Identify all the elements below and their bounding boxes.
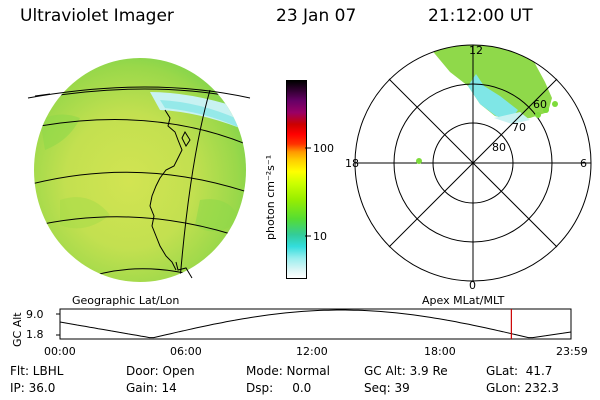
altitude-curve — [59, 309, 572, 339]
altitude-tick-1-8: 1.8 — [26, 328, 44, 341]
time-tick-0600: 06:00 — [170, 345, 202, 358]
info-mode: Mode: Normal — [246, 364, 330, 378]
geographic-label: Geographic Lat/Lon — [72, 294, 180, 307]
date-label: 23 Jan 07 — [276, 6, 357, 26]
info-gain: Gain: 14 — [126, 381, 177, 395]
mlt-label-12: 12 — [469, 44, 483, 57]
mlat-label-70: 70 — [512, 121, 526, 134]
mlt-label-0: 0 — [469, 279, 476, 292]
earth-disk — [27, 58, 251, 282]
info-ip: IP: 36.0 — [10, 381, 56, 395]
time-label: 21:12:00 UT — [428, 6, 533, 26]
time-tick-0000: 00:00 — [44, 345, 76, 358]
colorbar — [286, 80, 307, 279]
info-door: Door: Open — [126, 364, 195, 378]
info-filter: Flt: LBHL — [10, 364, 64, 378]
mlat-label-60: 60 — [533, 98, 547, 111]
mlat-label-80: 80 — [492, 141, 506, 154]
info-gc-alt: GC Alt: 3.9 Re — [364, 364, 448, 378]
colorbar-tick-100: 100 — [313, 142, 334, 155]
polar-label: Apex MLat/MLT — [422, 294, 505, 307]
mlt-label-6: 6 — [580, 157, 587, 170]
instrument-title: Ultraviolet Imager — [20, 6, 174, 26]
altitude-y-title: GC Alt — [11, 312, 24, 347]
altitude-tick-9: 9.0 — [26, 308, 44, 321]
info-dsp: Dsp: 0.0 — [246, 381, 312, 395]
time-tick-2359: 23:59 — [556, 345, 588, 358]
mlt-label-18: 18 — [345, 157, 359, 170]
info-glat: GLat: 41.7 — [486, 364, 553, 378]
info-glon: GLon: 232.3 — [486, 381, 559, 395]
colorbar-tick-10: 10 — [313, 230, 327, 243]
info-seq: Seq: 39 — [364, 381, 410, 395]
time-tick-1200: 12:00 — [296, 345, 328, 358]
time-tick-1800: 18:00 — [424, 345, 456, 358]
